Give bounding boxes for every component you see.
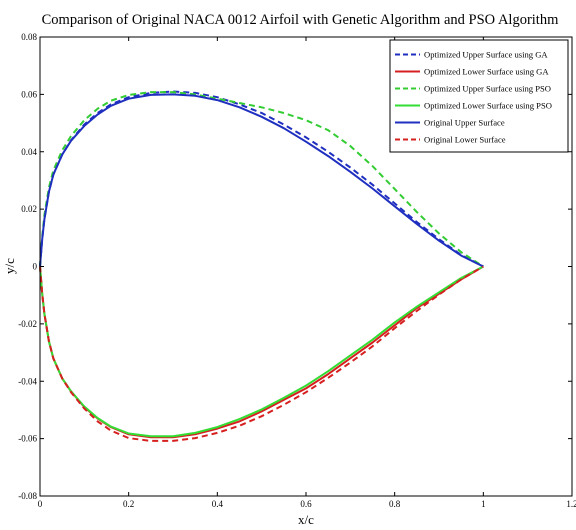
- x-tick-label: 0.2: [123, 499, 134, 509]
- legend-label: Original Upper Surface: [424, 118, 505, 128]
- legend-label: Optimized Upper Surface using GA: [424, 50, 548, 60]
- y-tick-label: 0.06: [21, 89, 37, 99]
- y-tick-label: 0.04: [21, 147, 37, 157]
- legend-label: Optimized Upper Surface using PSO: [424, 84, 551, 94]
- y-tick-label: 0.08: [21, 32, 37, 42]
- legend-label: Optimized Lower Surface using GA: [424, 67, 549, 77]
- x-axis-label: x/c: [298, 512, 314, 527]
- legend-label: Optimized Lower Surface using PSO: [424, 101, 552, 111]
- legend-label: Original Lower Surface: [424, 135, 506, 145]
- y-tick-label: -0.02: [18, 319, 37, 329]
- series-line-6: [39, 265, 484, 442]
- x-tick-label: 0: [38, 499, 43, 509]
- x-tick-label: 1: [481, 499, 486, 509]
- x-tick-label: 0.8: [389, 499, 401, 509]
- legend: Optimized Upper Surface using GA Optimize…: [389, 39, 569, 153]
- series-line-3: [39, 91, 484, 268]
- series-line-2: [39, 265, 484, 439]
- legend-box: [389, 39, 569, 153]
- y-tick-label: 0: [33, 262, 38, 272]
- y-tick-label: -0.06: [18, 434, 37, 444]
- y-tick-label: -0.08: [18, 491, 37, 501]
- series-line-5: [39, 93, 484, 268]
- plot-area: [39, 90, 484, 442]
- axes: 0 0.2 0.4 0.6 0.8 1 1.2 0.08 0.06 0.04 0.02 0 -0.02 -…: [18, 32, 576, 509]
- chart-title: Comparison of Original NACA 0012 Airfoil…: [42, 12, 559, 28]
- y-tick-label: 0.02: [21, 204, 37, 214]
- x-tick-label: 0.4: [212, 499, 224, 509]
- x-tick-label: 0.6: [300, 499, 312, 509]
- y-tick-label: -0.04: [18, 376, 37, 386]
- x-tick-label: 1.2: [566, 499, 576, 509]
- y-axis-label: y/c: [2, 258, 17, 274]
